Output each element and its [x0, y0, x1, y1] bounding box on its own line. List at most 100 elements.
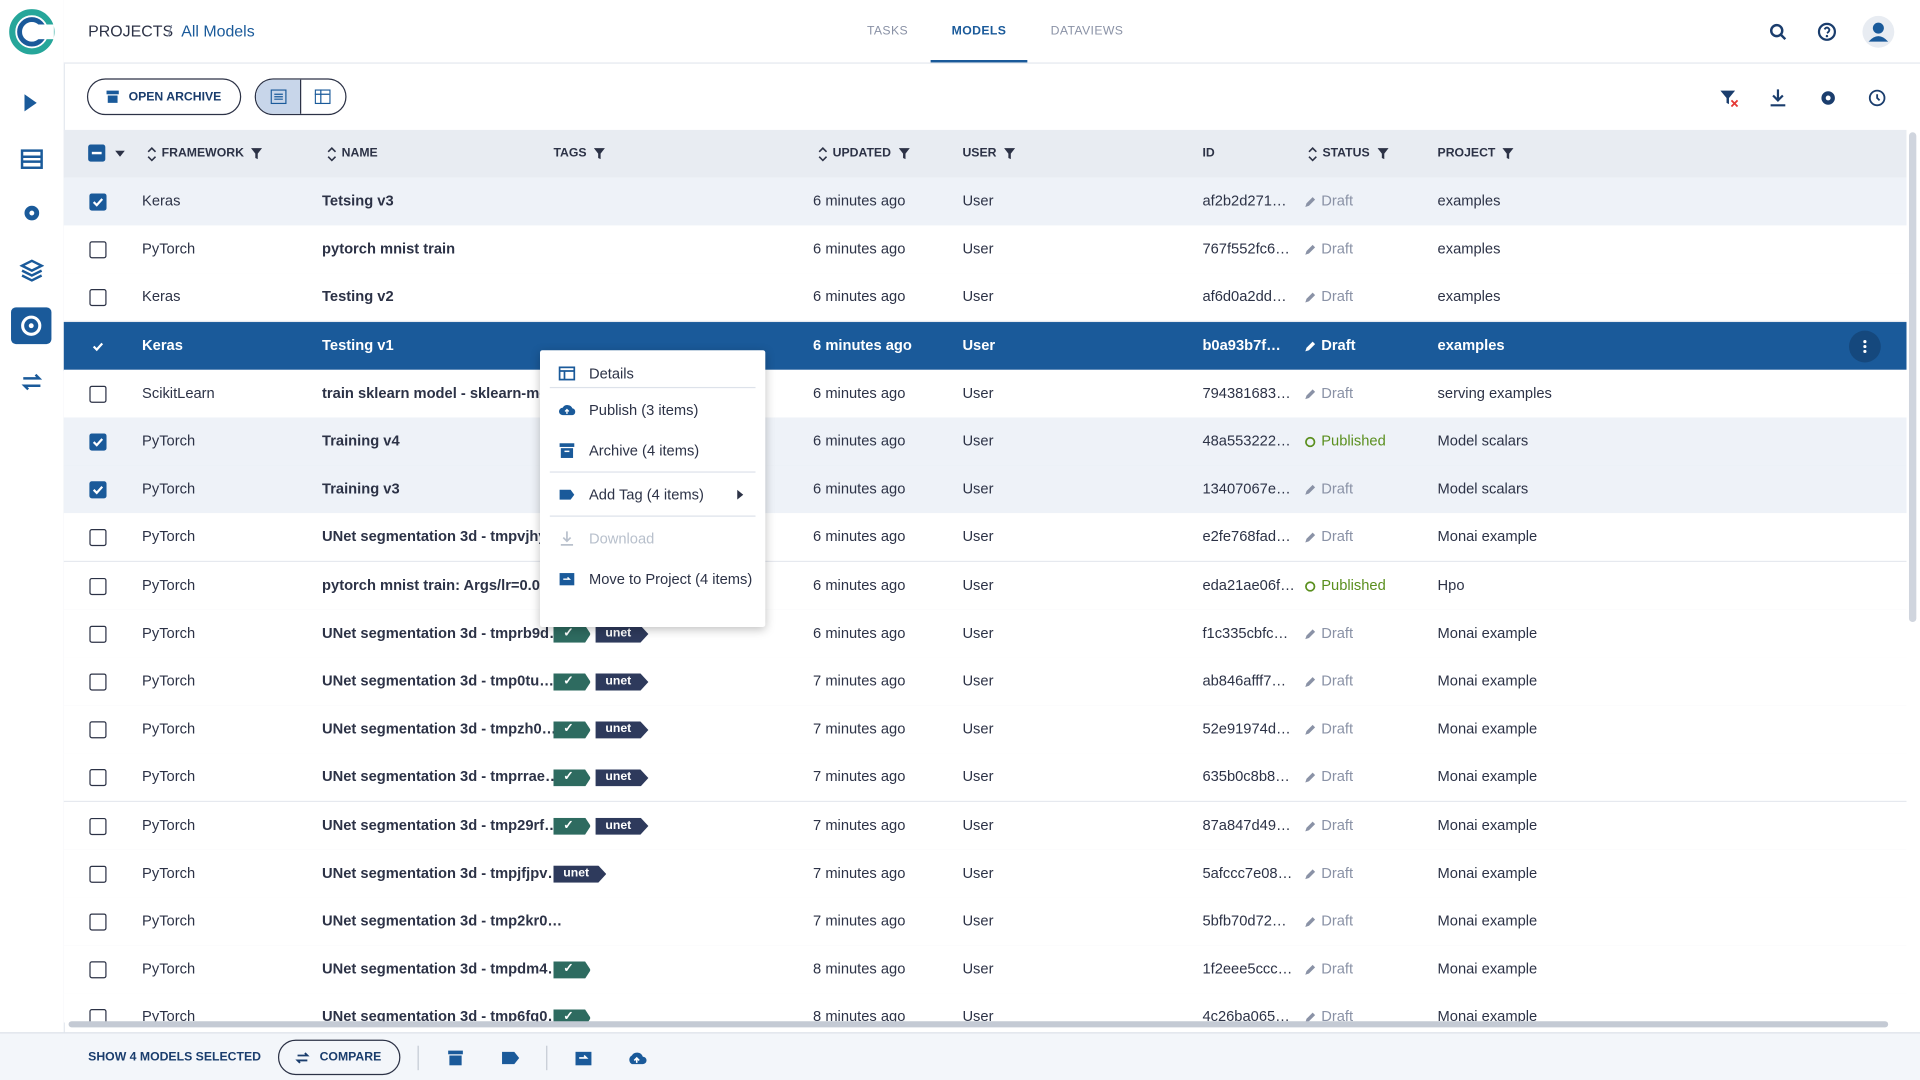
column-header[interactable]: TAGS [553, 146, 587, 161]
settings-icon[interactable] [1818, 88, 1838, 108]
table-row[interactable]: PyTorch UNet segmentation 3d - tmp2kr0… 7 … [63, 897, 1907, 947]
column-header[interactable]: ID [1202, 146, 1215, 161]
table-row[interactable]: PyTorch UNet segmentation 3d - tmpzh0… ✓ un… [63, 705, 1907, 755]
nav-active[interactable] [11, 307, 52, 345]
clear-filter-icon[interactable] [1719, 88, 1739, 108]
publish-action[interactable] [627, 1049, 647, 1066]
breadcrumb-root[interactable]: PROJECTS [88, 22, 174, 41]
row-checkbox[interactable] [89, 961, 107, 979]
tab[interactable]: TASKS [866, 24, 909, 38]
row-checkbox[interactable] [89, 577, 107, 595]
table-row[interactable]: ScikitLearn train sklearn model - sklearn… [63, 369, 1907, 419]
breadcrumb-separator: / [167, 22, 173, 41]
refresh-icon[interactable] [1867, 88, 1887, 108]
table-row[interactable]: PyTorch Training v3 6 minutes ago User 13407… [63, 465, 1907, 515]
table-row[interactable]: PyTorch UNet segmentation 3d - tmp29rf… ✓ u… [63, 801, 1907, 851]
column-header[interactable]: PROJECT [1437, 146, 1496, 161]
nav-icon[interactable] [20, 91, 44, 115]
table-row[interactable]: PyTorch UNet segmentation 3d - tmpvjhyl… 6… [63, 513, 1907, 563]
menu-item[interactable]: Publish (3 items) [540, 389, 765, 429]
table-row[interactable]: PyTorch pytorch mnist train: Args/lr=0.01… [63, 561, 1907, 611]
column-header[interactable]: FRAMEWORK [161, 146, 244, 161]
row-checkbox[interactable] [89, 913, 107, 931]
row-checkbox[interactable] [89, 337, 106, 354]
user-cell: User [962, 336, 996, 354]
project-cell: examples [1437, 336, 1505, 354]
open-archive-button[interactable]: OPEN ARCHIVE [86, 78, 242, 116]
table-row[interactable]: PyTorch UNet segmentation 3d - tmp6fq0… ✓ 8… [63, 993, 1907, 1023]
tag: ✓ [553, 721, 591, 739]
filter-icon [593, 148, 605, 160]
tab[interactable]: DATAVIEWS [1050, 24, 1124, 38]
status-icon [1305, 485, 1316, 495]
table-row[interactable]: Keras Tetsing v3 6 minutes ago User af2b2d27… [63, 177, 1907, 227]
tag-action[interactable] [501, 1051, 521, 1066]
table-row[interactable]: PyTorch UNet segmentation 3d - tmprb9d… ✓ u… [63, 609, 1907, 659]
row-checkbox[interactable] [89, 865, 107, 883]
compare-button[interactable]: COMPARE [277, 1039, 401, 1076]
column-header[interactable]: UPDATED [832, 146, 891, 161]
row-checkbox[interactable] [89, 241, 107, 259]
footer: SHOW 4 MODELS SELECTED COMPARE [0, 1032, 1920, 1080]
dropdown-caret[interactable] [115, 150, 125, 158]
status-icon [1305, 821, 1316, 831]
project-cell: Monai example [1437, 528, 1538, 546]
id-cell: eda21ae06f… [1202, 576, 1295, 594]
row-checkbox[interactable] [89, 769, 107, 787]
view-toggle[interactable] [254, 78, 347, 116]
row-checkbox[interactable] [89, 1009, 107, 1023]
table-row[interactable]: PyTorch UNet segmentation 3d - tmpjfjpv… u… [63, 849, 1907, 899]
name-cell: UNet segmentation 3d - tmp0tu… [322, 672, 554, 690]
row-menu-button[interactable] [1848, 330, 1881, 362]
table-row[interactable]: PyTorch UNet segmentation 3d - tmpdm4… ✓ 8 … [63, 945, 1907, 995]
row-checkbox[interactable] [89, 817, 107, 835]
column-header[interactable]: STATUS [1322, 146, 1370, 161]
nav-icon[interactable] [20, 370, 44, 394]
scrollbar-h[interactable] [68, 1021, 1889, 1028]
row-checkbox[interactable] [89, 481, 107, 499]
compare-icon [295, 1052, 310, 1064]
check-mark [92, 198, 104, 207]
table-row[interactable]: PyTorch pytorch mnist train 6 minutes ago U… [63, 225, 1907, 275]
user-avatar[interactable] [1861, 15, 1895, 49]
scrollbar-thumb[interactable] [1908, 132, 1917, 623]
row-checkbox[interactable] [89, 673, 107, 691]
move-action[interactable] [574, 1049, 592, 1066]
row-checkbox[interactable] [89, 385, 107, 403]
nav-icon[interactable] [20, 147, 44, 171]
row-checkbox[interactable] [89, 433, 107, 451]
table-row[interactable]: Keras Testing v1 6 minutes ago User b0a93b7f… [63, 321, 1907, 371]
menu-item[interactable]: Add Tag (4 items) [540, 474, 765, 514]
row-checkbox[interactable] [89, 721, 107, 739]
logo[interactable] [7, 7, 56, 56]
row-checkbox[interactable] [89, 193, 107, 211]
menu-item[interactable]: Details [540, 361, 765, 385]
download-icon[interactable] [1768, 88, 1788, 108]
column-header[interactable]: USER [962, 146, 997, 161]
menu-label: Details [588, 364, 634, 383]
table-row[interactable]: PyTorch UNet segmentation 3d - tmp0tu… ✓ un… [63, 657, 1907, 707]
table-row[interactable]: PyTorch UNet segmentation 3d - tmprrae… ✓ u… [63, 753, 1907, 803]
user-cell: User [962, 768, 994, 786]
search-icon[interactable] [1768, 22, 1788, 42]
row-checkbox[interactable] [89, 529, 107, 547]
menu-item[interactable]: Move to Project (4 items) [540, 558, 765, 598]
menu-item[interactable]: Archive (4 items) [540, 430, 765, 470]
row-checkbox[interactable] [89, 625, 107, 643]
name-cell: UNet segmentation 3d - tmp6fq0… [322, 1008, 563, 1023]
status-cell: Draft [1321, 1008, 1354, 1023]
updated-cell: 8 minutes ago [813, 960, 906, 978]
project-cell: examples [1437, 288, 1501, 306]
table-row[interactable]: PyTorch Training v4 6 minutes ago User 48a55… [63, 417, 1907, 467]
row-checkbox[interactable] [89, 289, 107, 307]
table-row[interactable]: Keras Testing v2 6 minutes ago User af6d0a2d… [63, 273, 1907, 323]
nav-icon[interactable] [20, 202, 44, 226]
help-icon[interactable] [1817, 22, 1837, 42]
select-all-checkbox[interactable] [88, 144, 106, 162]
tab[interactable]: MODELS [930, 0, 1028, 63]
archive-action[interactable] [447, 1049, 464, 1066]
nav-icon[interactable] [19, 258, 45, 282]
selection-label[interactable]: SHOW 4 MODELS SELECTED [88, 1050, 261, 1065]
column-header[interactable]: NAME [341, 146, 378, 161]
